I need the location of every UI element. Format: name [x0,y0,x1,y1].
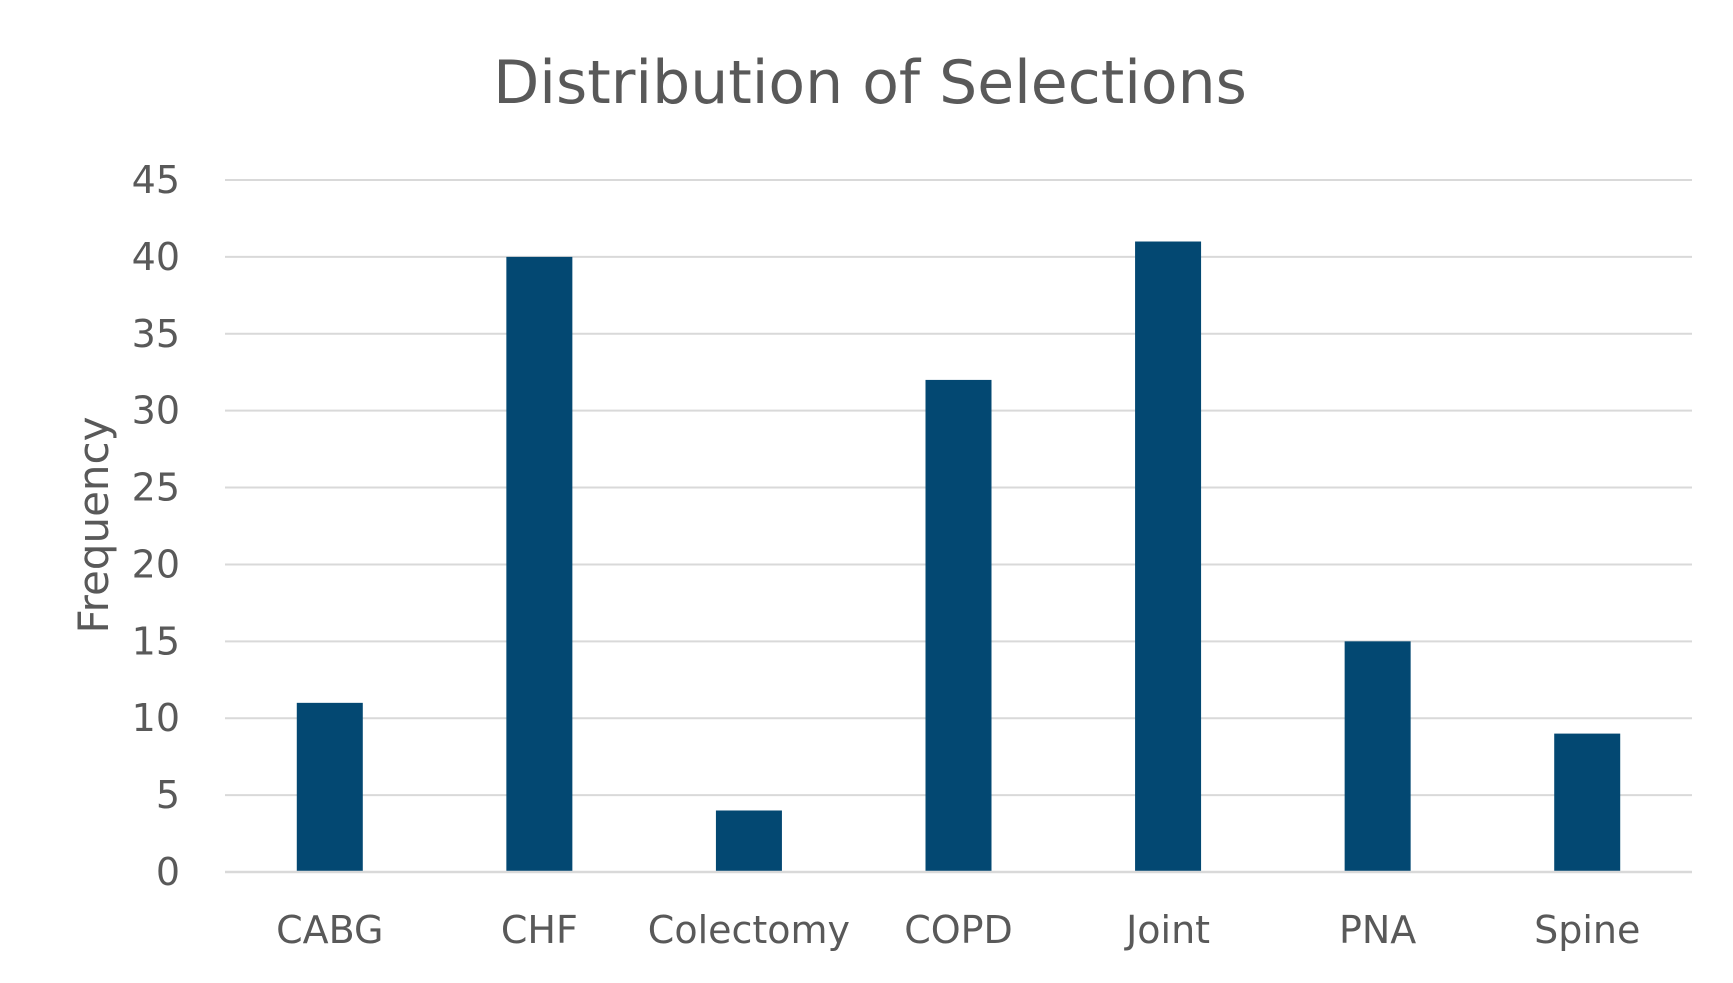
y-tick-label: 30 [132,389,180,433]
x-tick-label: Spine [1534,908,1640,952]
y-axis-label: Frequency [69,417,118,634]
x-tick-label: PNA [1339,908,1416,952]
bar-joint [1135,241,1202,872]
y-tick-label: 20 [132,542,180,586]
bar-cabg [296,702,363,872]
bar-copd [925,379,992,872]
x-tick-label: Joint [1124,908,1210,952]
y-tick-label: 5 [156,773,180,817]
x-tick-label: CABG [276,908,383,952]
x-axis-ticks: CABG CHF Colectomy COPD Joint PNA Spine [276,908,1640,952]
x-tick-label: Colectomy [648,908,850,952]
chart-title: Distribution of Selections [493,48,1247,118]
y-tick-label: 10 [132,696,180,740]
bar-colectomy [715,810,782,872]
y-tick-label: 0 [156,850,180,894]
y-axis-ticks: 0 5 10 15 20 25 30 35 40 45 [132,158,180,894]
bars [296,241,1621,872]
x-tick-label: CHF [501,908,578,952]
y-tick-label: 40 [132,235,180,279]
y-tick-label: 45 [132,158,180,202]
y-tick-label: 25 [132,466,180,510]
bar-spine [1554,733,1621,872]
y-tick-label: 15 [132,619,180,663]
bar-pna [1344,641,1411,872]
bar-chf [506,256,573,872]
y-tick-label: 35 [132,312,180,356]
x-tick-label: COPD [904,908,1013,952]
